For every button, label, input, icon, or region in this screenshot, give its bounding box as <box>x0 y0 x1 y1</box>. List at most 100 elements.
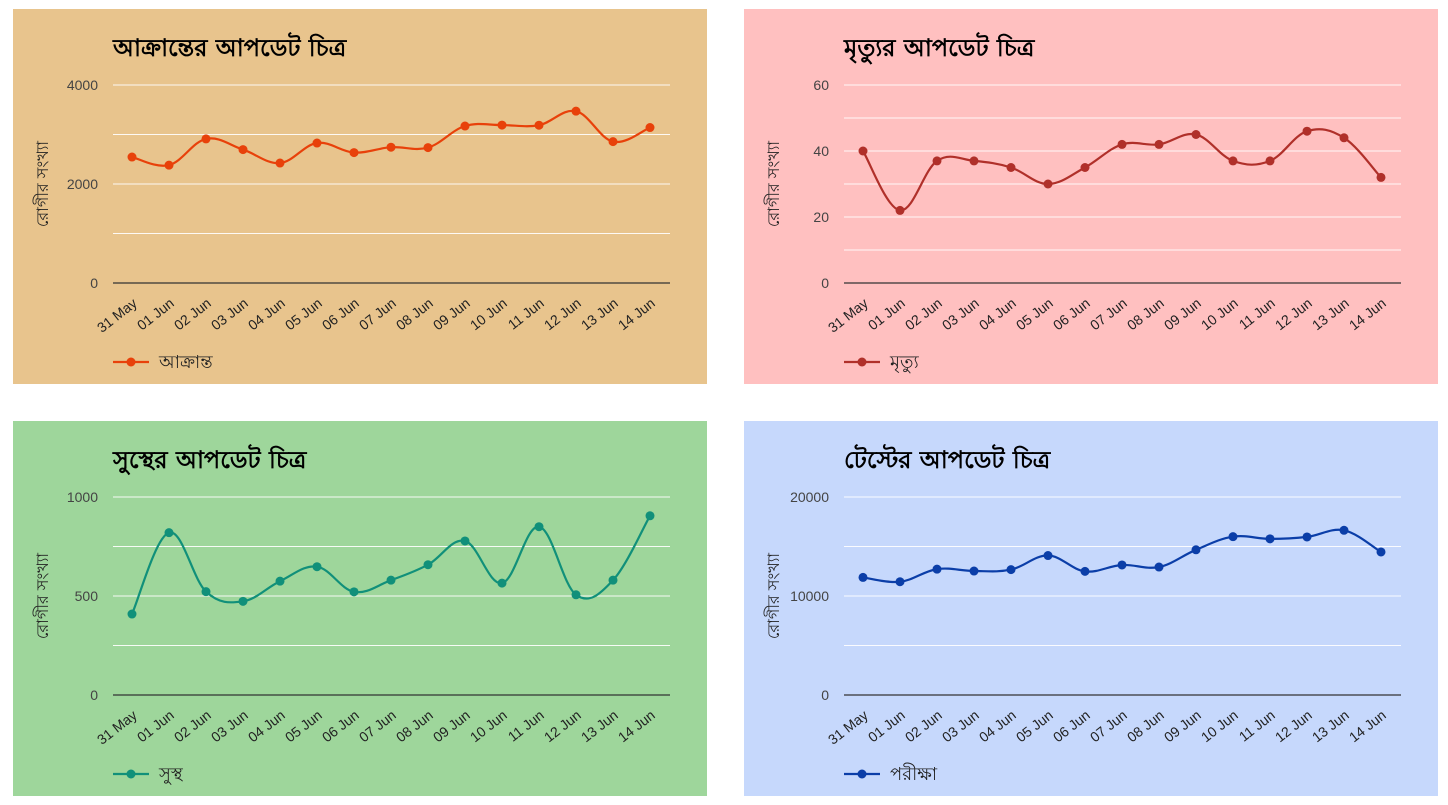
chart-panel-tests: টেস্টের আপডেট চিত্র 0 10000 20000 রোগীর সংখ্… <box>744 421 1438 796</box>
data-point <box>1339 133 1349 143</box>
y-tick-label: 500 <box>75 588 99 604</box>
data-point <box>932 156 942 166</box>
data-point <box>534 120 544 130</box>
data-point <box>423 143 433 153</box>
legend-label: মৃত্যু <box>889 352 920 373</box>
data-point <box>1302 126 1312 136</box>
chart-tests: টেস্টের আপডেট চিত্র 0 10000 20000 রোগীর সংখ্… <box>744 421 1438 796</box>
data-point <box>1154 139 1164 149</box>
data-point <box>858 572 868 582</box>
data-point <box>1265 156 1275 166</box>
y-tick-label: 0 <box>821 687 829 703</box>
chart-background <box>13 421 707 796</box>
data-point <box>571 590 581 600</box>
data-point <box>1080 566 1090 576</box>
data-point <box>312 562 322 572</box>
data-point <box>1043 179 1053 189</box>
y-tick-label: 20 <box>813 209 829 225</box>
data-point <box>127 152 137 162</box>
data-point <box>1080 163 1090 172</box>
legend-marker-icon <box>857 769 867 779</box>
legend-marker-icon <box>857 357 867 367</box>
data-point <box>275 576 285 586</box>
y-axis-label: রোগীর সংখ্যা <box>33 141 52 227</box>
data-point <box>895 205 905 215</box>
data-point <box>349 148 359 158</box>
legend-label: পরীক্ষা <box>890 763 938 785</box>
chart-background <box>744 421 1438 796</box>
chart-panel-infected: আক্রান্তের আপডেট চিত্র 0 2000 4000 রোগীর সংখ… <box>13 9 707 384</box>
data-point <box>858 146 868 156</box>
data-point <box>238 596 248 606</box>
chart-infected: আক্রান্তের আপডেট চিত্র 0 2000 4000 রোগীর সংখ… <box>13 9 707 384</box>
data-point <box>895 577 905 587</box>
data-point <box>969 566 979 576</box>
data-point <box>1228 156 1238 166</box>
data-point <box>164 528 174 538</box>
data-point <box>460 121 470 131</box>
chart-title: টেস্টের আপডেট চিত্র <box>844 444 1052 474</box>
data-point <box>312 138 322 148</box>
chart-title: আক্রান্তের আপডেট চিত্র <box>112 32 348 62</box>
data-point <box>645 123 655 133</box>
y-axis-label: রোগীর সংখ্যা <box>764 553 783 639</box>
data-point <box>645 511 655 521</box>
data-point <box>1376 547 1386 557</box>
data-point <box>1006 565 1016 575</box>
data-point <box>1302 532 1312 542</box>
chart-title: মৃত্যুর আপডেট চিত্র <box>843 32 1036 64</box>
data-point <box>164 160 174 170</box>
data-point <box>497 578 507 588</box>
y-tick-label: 1000 <box>67 489 98 505</box>
chart-background <box>13 9 707 384</box>
y-tick-label: 0 <box>821 275 829 291</box>
data-point <box>534 522 544 532</box>
data-point <box>1376 172 1386 182</box>
y-tick-label: 60 <box>813 77 829 93</box>
data-point <box>1191 545 1201 555</box>
data-point <box>1191 130 1201 139</box>
y-tick-label: 0 <box>90 687 98 703</box>
y-tick-label: 20000 <box>790 489 829 505</box>
legend-marker-icon <box>126 769 136 779</box>
data-point <box>1339 525 1349 535</box>
chart-background <box>744 9 1438 384</box>
data-point <box>1228 532 1238 542</box>
data-point <box>349 587 359 597</box>
legend-label: আক্রান্ত <box>158 352 213 373</box>
data-point <box>1117 560 1127 570</box>
data-point <box>201 587 211 597</box>
data-point <box>238 145 248 155</box>
y-tick-label: 10000 <box>790 588 829 604</box>
data-point <box>932 564 942 574</box>
data-point <box>275 158 285 168</box>
data-point <box>386 142 396 152</box>
data-point <box>127 609 137 619</box>
data-point <box>608 575 618 585</box>
data-point <box>423 560 433 570</box>
chart-title: সুস্থের আপডেট চিত্র <box>112 444 308 475</box>
chart-panel-recovered: সুস্থের আপডেট চিত্র 0 500 1000 রোগীর সংখ্যা 3… <box>13 421 707 796</box>
y-tick-label: 4000 <box>67 77 98 93</box>
y-axis-label: রোগীর সংখ্যা <box>33 553 52 639</box>
data-point <box>608 137 618 147</box>
legend-label: সুস্থ <box>158 764 184 785</box>
data-point <box>1154 562 1164 572</box>
data-point <box>1265 534 1275 544</box>
data-point <box>1117 139 1127 149</box>
chart-panel-deaths: মৃত্যুর আপডেট চিত্র 0 20 40 60 রোগীর সংখ্যা 31… <box>744 9 1438 384</box>
data-point <box>460 536 470 546</box>
data-point <box>1043 551 1053 561</box>
data-point <box>201 134 211 144</box>
y-tick-label: 40 <box>813 143 829 159</box>
data-point <box>969 156 979 166</box>
data-point <box>571 106 581 116</box>
y-tick-label: 2000 <box>67 176 98 192</box>
y-axis-label: রোগীর সংখ্যা <box>764 141 783 227</box>
legend-marker-icon <box>126 357 136 367</box>
data-point <box>1006 163 1016 172</box>
y-tick-label: 0 <box>90 275 98 291</box>
data-point <box>497 120 507 130</box>
